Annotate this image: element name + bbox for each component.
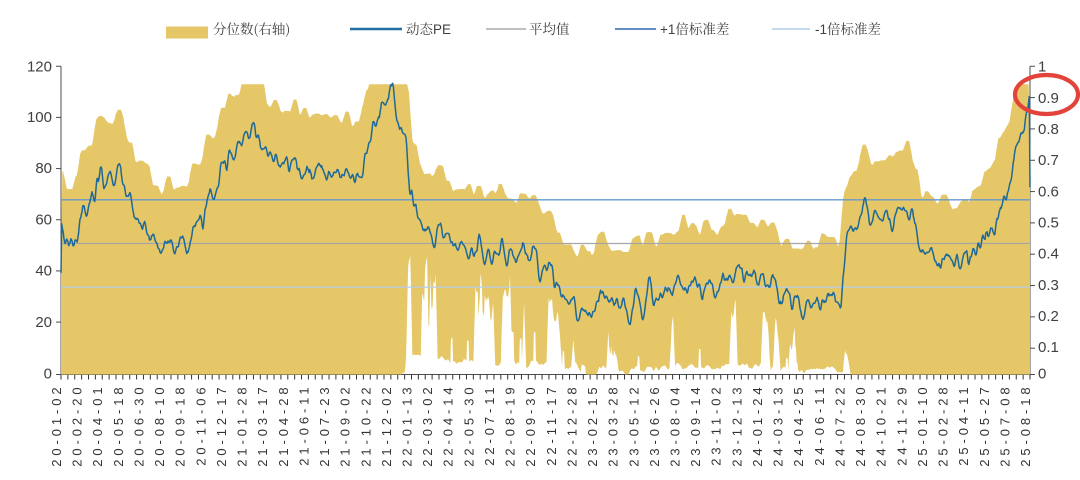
svg-text:0.1: 0.1 [1038,339,1059,356]
svg-text:24-10-21: 24-10-21 [874,384,889,467]
svg-text:21-01-28: 21-01-28 [235,384,250,467]
svg-text:0.6: 0.6 [1038,183,1059,200]
svg-text:21-06-11: 21-06-11 [296,384,311,466]
svg-text:20-11-06: 20-11-06 [193,384,208,466]
svg-text:24-04-25: 24-04-25 [791,384,806,467]
svg-text:120: 120 [27,59,52,76]
svg-text:22-08-19: 22-08-19 [503,384,518,467]
svg-text:40: 40 [35,263,52,280]
svg-text:24-11-29: 24-11-29 [894,384,909,466]
svg-text:21-07-23: 21-07-23 [317,384,332,467]
svg-text:0.4: 0.4 [1038,246,1059,263]
svg-text:24-06-11: 24-06-11 [812,384,827,466]
svg-text:22-12-28: 22-12-28 [564,384,579,467]
svg-text:0: 0 [44,366,52,383]
svg-text:23-12-13: 23-12-13 [729,384,744,467]
svg-text:23-03-28: 23-03-28 [606,384,621,467]
svg-text:分位数(右轴): 分位数(右轴) [213,18,290,38]
svg-text:20-06-30: 20-06-30 [131,384,146,467]
svg-text:24-01-24: 24-01-24 [750,384,765,467]
svg-text:23-11-02: 23-11-02 [709,384,724,466]
svg-text:23-08-04: 23-08-04 [668,384,683,467]
svg-text:21-09-02: 21-09-02 [338,384,353,467]
svg-text:22-07-11: 22-07-11 [482,383,497,465]
svg-text:24-08-30: 24-08-30 [853,384,868,467]
svg-text:25-02-28: 25-02-28 [936,384,951,467]
svg-text:22-05-30: 22-05-30 [461,383,476,466]
svg-text:25-05-27: 25-05-27 [977,384,992,467]
svg-text:22-04-14: 22-04-14 [441,383,456,466]
svg-text:20-12-17: 20-12-17 [214,384,229,467]
svg-text:0.5: 0.5 [1038,215,1059,232]
svg-text:20-01-02: 20-01-02 [49,384,64,467]
svg-text:0.9: 0.9 [1038,90,1059,107]
svg-text:24-07-22: 24-07-22 [832,384,847,467]
svg-text:20-08-10: 20-08-10 [152,384,167,467]
svg-text:22-11-17: 22-11-17 [544,384,559,466]
svg-text:0.8: 0.8 [1038,121,1059,138]
svg-text:20-04-01: 20-04-01 [90,384,105,467]
svg-text:21-04-28: 21-04-28 [276,384,291,467]
svg-text:25-04-11: 25-04-11 [956,384,971,466]
svg-text:-1倍标准差: -1倍标准差 [815,18,881,38]
svg-text:23-09-14: 23-09-14 [688,384,703,467]
svg-text:22-09-30: 22-09-30 [523,384,538,467]
svg-text:25-07-08: 25-07-08 [997,384,1012,467]
svg-text:0.3: 0.3 [1038,277,1059,294]
svg-text:100: 100 [27,109,52,126]
svg-text:23-02-15: 23-02-15 [585,384,600,467]
svg-text:21-03-17: 21-03-17 [255,384,270,467]
svg-text:23-06-26: 23-06-26 [647,384,662,467]
svg-text:80: 80 [35,160,52,177]
svg-text:22-01-13: 22-01-13 [399,384,414,467]
svg-text:25-08-18: 25-08-18 [1018,384,1033,467]
svg-text:25-01-10: 25-01-10 [915,384,930,467]
svg-text:21-12-02: 21-12-02 [379,384,394,467]
svg-text:24-03-13: 24-03-13 [771,384,786,467]
svg-text:60: 60 [35,212,52,229]
svg-text:22-03-02: 22-03-02 [420,384,435,467]
svg-text:0: 0 [1038,366,1046,383]
svg-text:+1倍标准差: +1倍标准差 [660,18,729,38]
svg-text:20: 20 [35,314,52,331]
svg-text:0.7: 0.7 [1038,152,1059,169]
svg-text:20-05-18: 20-05-18 [111,384,126,467]
svg-text:0.2: 0.2 [1038,308,1059,325]
svg-text:动态PE: 动态PE [406,18,451,38]
svg-text:平均值: 平均值 [529,18,570,38]
svg-text:21-10-22: 21-10-22 [358,384,373,467]
svg-text:20-02-20: 20-02-20 [70,384,85,467]
svg-text:20-09-18: 20-09-18 [173,384,188,467]
svg-text:23-05-12: 23-05-12 [626,384,641,467]
